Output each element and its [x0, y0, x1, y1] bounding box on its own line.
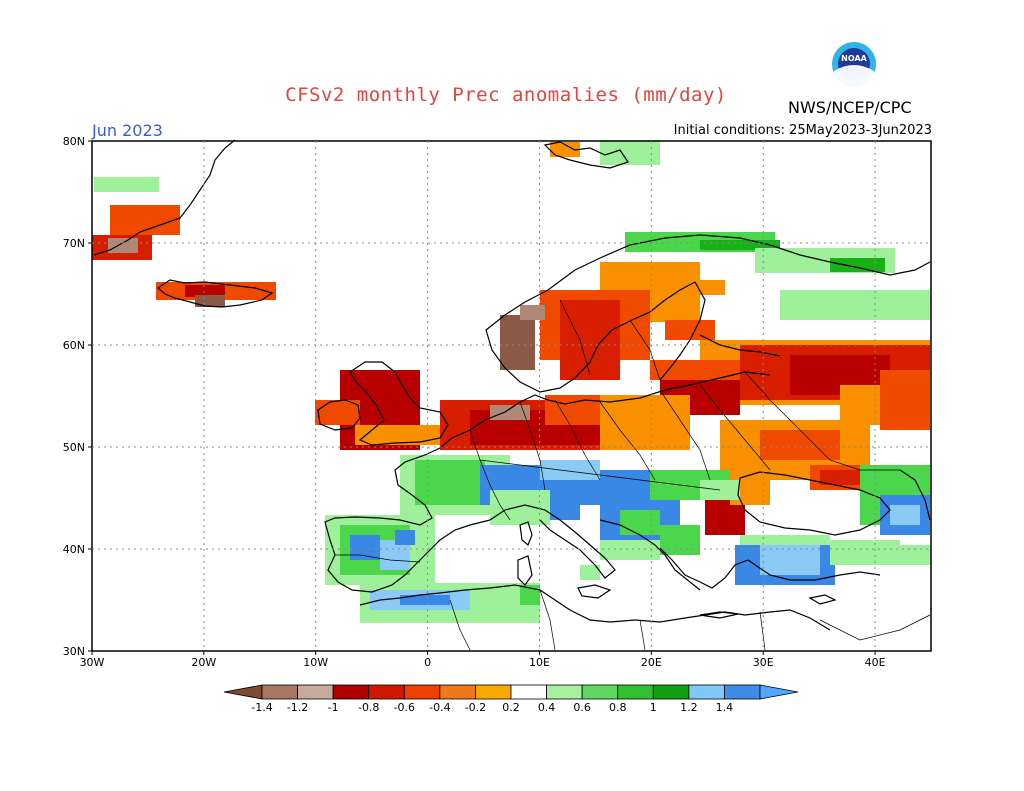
anomaly-cell	[400, 595, 450, 605]
anomaly-cell	[560, 300, 620, 380]
latitude-label: 50N	[63, 441, 85, 454]
initial-conditions-label: Initial conditions: 25May2023-3Jun2023	[673, 123, 932, 138]
anomaly-cells	[92, 140, 930, 623]
anomaly-cell	[660, 525, 700, 555]
colorbar-tick-label: -0.4	[429, 701, 450, 714]
latitude-label: 40N	[63, 543, 85, 556]
longitude-label: 20E	[641, 656, 662, 669]
colorbar-tick-label: 0.6	[573, 701, 591, 714]
colorbar-segment	[297, 684, 334, 700]
colorbar-tick-label: 1.4	[716, 701, 734, 714]
anomaly-cell	[700, 240, 780, 250]
colorbar-segment	[510, 684, 547, 700]
colorbar-tick-label: 0.4	[538, 701, 556, 714]
longitude-label: 40E	[865, 656, 886, 669]
colorbar-segment	[332, 684, 370, 700]
colorbar-tick-label: -0.6	[394, 701, 415, 714]
latitude-label: 30N	[63, 645, 85, 658]
organization-label: NWS/NCEP/CPC	[788, 98, 912, 117]
anomaly-cell	[350, 535, 380, 560]
anomaly-cell	[600, 395, 690, 450]
colorbar-tick-label: -1.2	[287, 701, 308, 714]
forecast-month-label: Jun 2023	[92, 121, 163, 140]
colorbar-segment	[724, 684, 761, 700]
anomaly-cell	[620, 510, 660, 535]
colorbar-segment	[475, 684, 512, 700]
colorbar-right-arrow	[759, 684, 799, 700]
longitude-label: 30E	[753, 656, 774, 669]
colorbar-segment	[439, 684, 476, 700]
anomaly-cell	[520, 585, 540, 605]
anomaly-cell	[705, 500, 745, 535]
longitude-label: 30W	[80, 656, 105, 669]
anomaly-cell	[600, 540, 660, 560]
anomaly-cell	[108, 238, 138, 253]
anomaly-cell	[830, 258, 885, 272]
colorbar-segment	[581, 684, 619, 700]
anomaly-cell	[760, 430, 840, 460]
colorbar-segment	[652, 684, 690, 700]
anomaly-cell	[900, 545, 930, 565]
anomaly-cell	[690, 280, 725, 295]
colorbar: -1.4 -1.2 -1 -0.8 -0.6 -0.4 -0.2 0.2 0.4 0.6 0.8 1 1…	[223, 684, 799, 714]
colorbar-tick-label: -0.2	[465, 701, 486, 714]
anomaly-cell	[760, 545, 820, 575]
colorbar-segment	[368, 684, 405, 700]
latitude-label: 80N	[63, 135, 85, 148]
colorbar-tick-label: -1.4	[251, 701, 272, 714]
latitude-label: 70N	[63, 237, 85, 250]
anomaly-cell	[580, 565, 600, 580]
anomaly-cell	[315, 400, 360, 425]
colorbar-tick-label: -0.8	[358, 701, 379, 714]
anomaly-cell	[820, 470, 860, 485]
anomaly-cell	[600, 140, 660, 165]
noaa-logo: NOAA	[832, 42, 876, 86]
anomaly-cell	[830, 540, 900, 565]
colorbar-segment	[688, 684, 725, 700]
anomaly-cell	[880, 370, 930, 430]
longitude-label: 20W	[191, 656, 216, 669]
colorbar-segment	[617, 684, 654, 700]
anomaly-cell	[665, 320, 715, 340]
colorbar-tick-label: 1	[650, 701, 657, 714]
anomaly-cell	[195, 295, 225, 307]
anomaly-cell	[500, 315, 535, 370]
colorbar-left-arrow	[223, 684, 263, 700]
anomaly-cell	[550, 142, 580, 157]
chart-title: CFSv2 monthly Prec anomalies (mm/day)	[285, 84, 727, 106]
anomaly-cell	[890, 505, 920, 525]
map-frame	[91, 140, 932, 652]
colorbar-segment	[261, 684, 298, 700]
longitude-label: 10W	[303, 656, 328, 669]
anomaly-cell	[415, 460, 485, 505]
anomaly-cell	[395, 530, 415, 545]
anomaly-cell	[355, 425, 445, 445]
coastlines	[93, 139, 931, 631]
anomaly-cell	[94, 177, 159, 192]
latitude-labels: 80N 70N 60N 50N 40N 30N	[63, 135, 85, 658]
anomaly-cell	[520, 305, 545, 320]
latitude-label: 60N	[63, 339, 85, 352]
anomaly-cell	[780, 290, 930, 320]
anomaly-cell	[550, 500, 580, 520]
colorbar-segment	[403, 684, 441, 700]
anomaly-cell	[490, 490, 550, 525]
colorbar-segment	[546, 684, 583, 700]
colorbar-tick-label: 0.8	[609, 701, 627, 714]
anomaly-cell	[185, 285, 225, 297]
colorbar-tick-label: -1	[328, 701, 339, 714]
longitude-label: 0	[424, 656, 431, 669]
anomaly-cell	[540, 460, 600, 480]
colorbar-tick-label: 1.2	[680, 701, 698, 714]
anomaly-cell	[490, 405, 530, 420]
gridlines	[92, 141, 931, 651]
country-borders	[335, 299, 931, 651]
svg-text:NOAA: NOAA	[841, 54, 867, 63]
colorbar-tick-label: 0.2	[502, 701, 520, 714]
longitude-labels: 30W 20W 10W 0 10E 20E 30E 40E	[80, 656, 886, 669]
longitude-label: 10E	[529, 656, 550, 669]
